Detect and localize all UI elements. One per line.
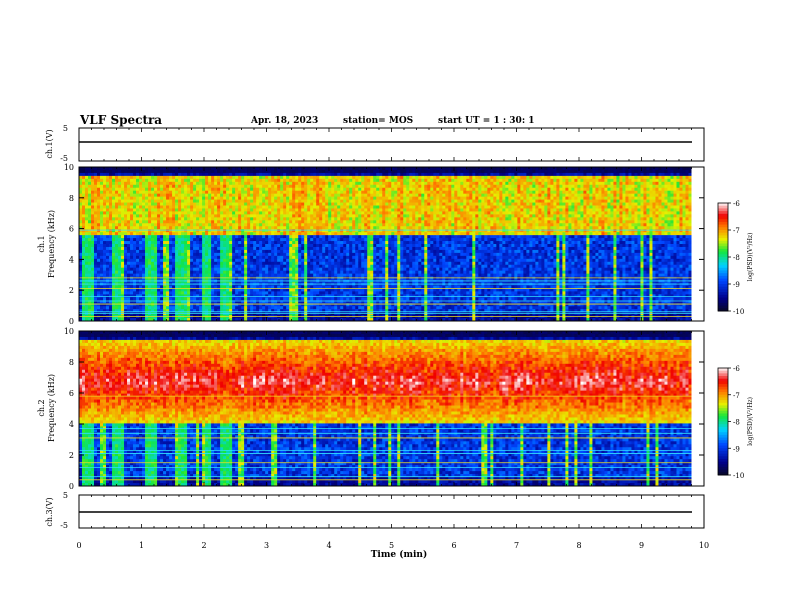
colorbar-tick-label: -10 — [733, 308, 744, 316]
colorbar-tick-label: -10 — [733, 472, 744, 480]
ch1-waveform-frame — [79, 128, 704, 161]
freq-tick-label: 4 — [69, 255, 74, 264]
ch3-waveform-ylabel: ch.3(V) — [45, 497, 54, 526]
colorbar-tick-label: -6 — [733, 200, 740, 208]
ch3-ytick-bottom: -5 — [60, 521, 68, 530]
freq-tick-label: 6 — [69, 389, 74, 398]
ch2-spectrogram-image — [79, 331, 704, 486]
date-label: Apr. 18, 2023 — [250, 116, 318, 126]
ch1-ytick-bottom: -5 — [60, 154, 68, 163]
freq-tick-label: 10 — [64, 327, 74, 336]
colorbar-tick-label: -7 — [733, 227, 740, 235]
freq-tick-label: 8 — [69, 358, 74, 367]
colorbar-tick-label: -8 — [733, 254, 740, 262]
freq-tick-label: 4 — [69, 420, 74, 429]
colorbar-tick-label: -6 — [733, 365, 740, 373]
time-tick-label: 10 — [699, 541, 709, 550]
station-label: station= MOS — [343, 116, 413, 126]
ch1-ytick-top: 5 — [63, 124, 68, 133]
freq-tick-label: 10 — [64, 163, 74, 172]
ch2-spectrogram-panel: 0 2 4 6 8 10 ch.2 Frequency (kHz) — [37, 327, 704, 491]
colorbar-tick-label: -8 — [733, 419, 740, 427]
ch1-waveform-panel: 5 -5 ch.1(V) — [45, 124, 704, 163]
colorbar-label: log(PSD)(V²/Hz) — [747, 397, 754, 446]
time-tick-label: 1 — [139, 541, 144, 550]
figure-title: VLF Spectra — [79, 113, 162, 127]
ch1-frequency-label: Frequency (kHz) — [47, 210, 56, 278]
time-tick-label: 0 — [76, 541, 81, 550]
freq-tick-label: 2 — [69, 286, 74, 295]
time-axis-label: Time (min) — [371, 549, 428, 560]
ch2-colorbar: -6 -7 -8 -9 -10 log(PSD)(V²/Hz) — [718, 365, 754, 480]
time-tick-label: 5 — [389, 541, 394, 550]
ch1-colorbar: -6 -7 -8 -9 -10 log(PSD)(V²/Hz) — [718, 200, 754, 316]
time-tick-label: 3 — [264, 541, 269, 550]
ch1-waveform-ylabel: ch.1(V) — [45, 129, 54, 158]
time-tick-label: 6 — [451, 541, 456, 550]
ch1-spectrogram-image — [79, 167, 704, 321]
time-tick-label: 8 — [576, 541, 581, 550]
colorbar-label: log(PSD)(V²/Hz) — [747, 233, 754, 282]
freq-tick-label: 6 — [69, 225, 74, 234]
ch2-channel-label: ch.2 — [37, 399, 46, 416]
ch1-channel-label: ch.1 — [37, 235, 46, 252]
ch3-waveform-panel: 5 -5 ch.3(V) — [45, 491, 704, 530]
freq-tick-label: 0 — [69, 317, 74, 326]
colorbar-tick-label: -9 — [733, 445, 740, 453]
freq-tick-label: 2 — [69, 451, 74, 460]
ch1-spectrogram-panel: 0 2 4 6 8 10 ch.1 Frequency (kHz) — [37, 163, 704, 326]
time-tick-label: 2 — [201, 541, 206, 550]
time-tick-label: 4 — [326, 541, 331, 550]
vlf-spectra-figure: VLF Spectra Apr. 18, 2023 station= MOS s… — [0, 0, 792, 612]
ch2-frequency-label: Frequency (kHz) — [47, 374, 56, 442]
start-ut-label: start UT = 1 : 30: 1 — [438, 116, 535, 126]
ch3-ytick-top: 5 — [63, 491, 68, 500]
colorbar-tick-label: -7 — [733, 392, 740, 400]
freq-tick-label: 0 — [69, 482, 74, 491]
time-tick-label: 7 — [514, 541, 519, 550]
freq-tick-label: 8 — [69, 194, 74, 203]
colorbar-tick-label: -9 — [733, 281, 740, 289]
time-tick-label: 9 — [639, 541, 644, 550]
